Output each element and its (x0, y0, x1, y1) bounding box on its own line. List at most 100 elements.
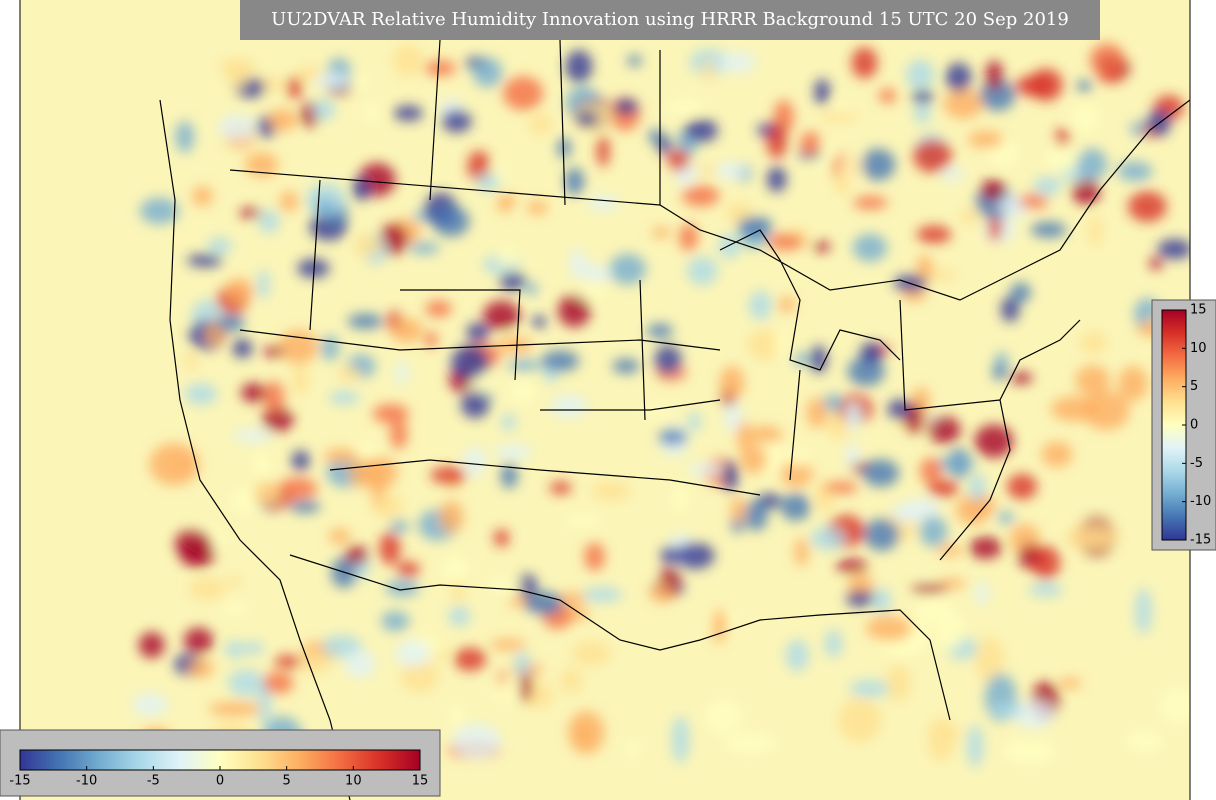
field-blob (175, 120, 195, 153)
field-blob (705, 699, 743, 735)
field-blob (311, 72, 350, 89)
field-blob (252, 451, 271, 479)
field-blob (859, 342, 883, 364)
field-blob (460, 390, 490, 419)
field-blob (244, 152, 279, 177)
field-blob (744, 499, 768, 531)
field-blob (1072, 178, 1100, 205)
field-blob (945, 62, 972, 93)
field-blob (1007, 473, 1038, 500)
field-blob (640, 406, 674, 417)
field-blob (489, 679, 522, 702)
field-blob (323, 448, 359, 464)
field-blob (823, 481, 859, 494)
field-blob (499, 271, 526, 291)
field-blob (569, 248, 586, 279)
field-blob (347, 313, 384, 329)
field-blob (582, 587, 623, 603)
field-blob (840, 150, 863, 183)
field-blob (1127, 191, 1167, 222)
field-blob (725, 732, 778, 755)
field-blob (208, 701, 262, 717)
field-blob (1028, 582, 1064, 597)
field-blob (396, 561, 420, 578)
colorbar-tick-label: 5 (1190, 379, 1198, 394)
field-blob (887, 399, 913, 420)
field-blob (452, 580, 465, 604)
field-blob (494, 444, 533, 460)
field-blob (450, 345, 489, 380)
field-blob (1010, 282, 1031, 303)
field-blob (228, 669, 265, 697)
field-blob (273, 655, 304, 669)
field-blob (225, 278, 254, 304)
field-blob (913, 102, 931, 124)
field-blob (718, 51, 756, 73)
colorbar-tick-label: 0 (1190, 418, 1198, 433)
field-blob (905, 498, 940, 522)
field-blob (648, 129, 665, 144)
field-blob (862, 459, 900, 487)
field-blob (328, 391, 360, 405)
field-blob (564, 167, 585, 196)
field-blob (393, 43, 424, 77)
field-blob (390, 317, 424, 343)
field-blob (740, 444, 768, 475)
field-blob (846, 401, 860, 433)
colorbar-tick-label: 15 (1190, 303, 1207, 318)
field-blob (557, 137, 571, 159)
field-blob (1000, 296, 1020, 323)
field-blob (937, 545, 964, 556)
field-blob (748, 290, 772, 320)
field-blob (441, 555, 469, 583)
field-blob (1149, 257, 1163, 270)
field-blob (711, 608, 728, 643)
field-blob (927, 716, 955, 762)
field-blob (613, 98, 639, 115)
field-blob (424, 331, 438, 349)
field-blob (529, 113, 553, 135)
field-blob (345, 545, 368, 565)
field-blob (501, 413, 516, 431)
field-blob (609, 253, 646, 285)
field-blob (232, 338, 253, 358)
colorbar-tick-label: -5 (147, 774, 160, 789)
field-blob (587, 195, 619, 211)
colorbar-tick-label: -10 (76, 774, 97, 789)
field-blob (218, 114, 257, 141)
field-blob (289, 500, 321, 513)
field-blob (258, 209, 280, 234)
field-blob (624, 741, 641, 758)
field-blob (775, 328, 788, 360)
field-blob (860, 148, 896, 181)
field-blob (800, 131, 822, 157)
field-blob (549, 481, 572, 495)
field-blob (571, 641, 611, 666)
field-blob (507, 359, 541, 372)
field-blob (911, 583, 948, 595)
field-blob (667, 148, 690, 172)
field-blob (240, 383, 267, 403)
field-blob (328, 528, 351, 545)
field-blob (395, 640, 431, 667)
field-blob (679, 223, 698, 252)
field-blob (778, 296, 796, 313)
field-blob (969, 536, 1002, 559)
field-blob (395, 360, 409, 385)
title-box (240, 0, 1100, 40)
colorbar-tick-label: 5 (283, 774, 291, 789)
field-blob (596, 135, 610, 167)
field-blob (482, 300, 521, 331)
field-blob (263, 381, 286, 413)
field-blob (509, 379, 536, 404)
field-blob (320, 335, 340, 361)
field-blob (990, 703, 1024, 718)
field-blob (866, 615, 913, 642)
field-blob (516, 574, 538, 598)
field-blob (381, 611, 410, 632)
field-blob (975, 581, 989, 606)
field-blob (1033, 176, 1061, 196)
field-blob (724, 400, 742, 433)
field-blob (787, 448, 812, 468)
